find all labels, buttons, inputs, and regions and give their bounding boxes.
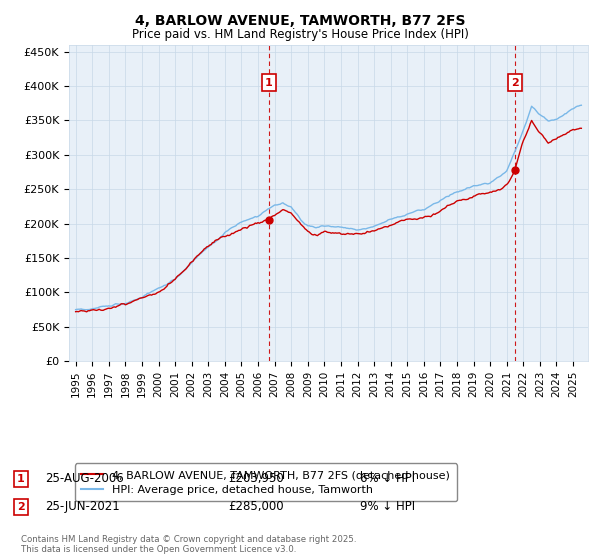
- Text: £203,950: £203,950: [228, 472, 284, 486]
- Text: £285,000: £285,000: [228, 500, 284, 514]
- Text: 2: 2: [511, 78, 518, 88]
- Text: 4, BARLOW AVENUE, TAMWORTH, B77 2FS: 4, BARLOW AVENUE, TAMWORTH, B77 2FS: [135, 14, 465, 28]
- Text: 25-AUG-2006: 25-AUG-2006: [45, 472, 124, 486]
- Text: 1: 1: [265, 78, 272, 88]
- Legend: 4, BARLOW AVENUE, TAMWORTH, B77 2FS (detached house), HPI: Average price, detach: 4, BARLOW AVENUE, TAMWORTH, B77 2FS (det…: [74, 464, 457, 501]
- Text: Price paid vs. HM Land Registry's House Price Index (HPI): Price paid vs. HM Land Registry's House …: [131, 28, 469, 41]
- Text: 9% ↓ HPI: 9% ↓ HPI: [360, 500, 415, 514]
- Text: 1: 1: [17, 474, 25, 484]
- Text: 2: 2: [17, 502, 25, 512]
- Text: 6% ↓ HPI: 6% ↓ HPI: [360, 472, 415, 486]
- Text: Contains HM Land Registry data © Crown copyright and database right 2025.
This d: Contains HM Land Registry data © Crown c…: [21, 535, 356, 554]
- Text: 25-JUN-2021: 25-JUN-2021: [45, 500, 120, 514]
